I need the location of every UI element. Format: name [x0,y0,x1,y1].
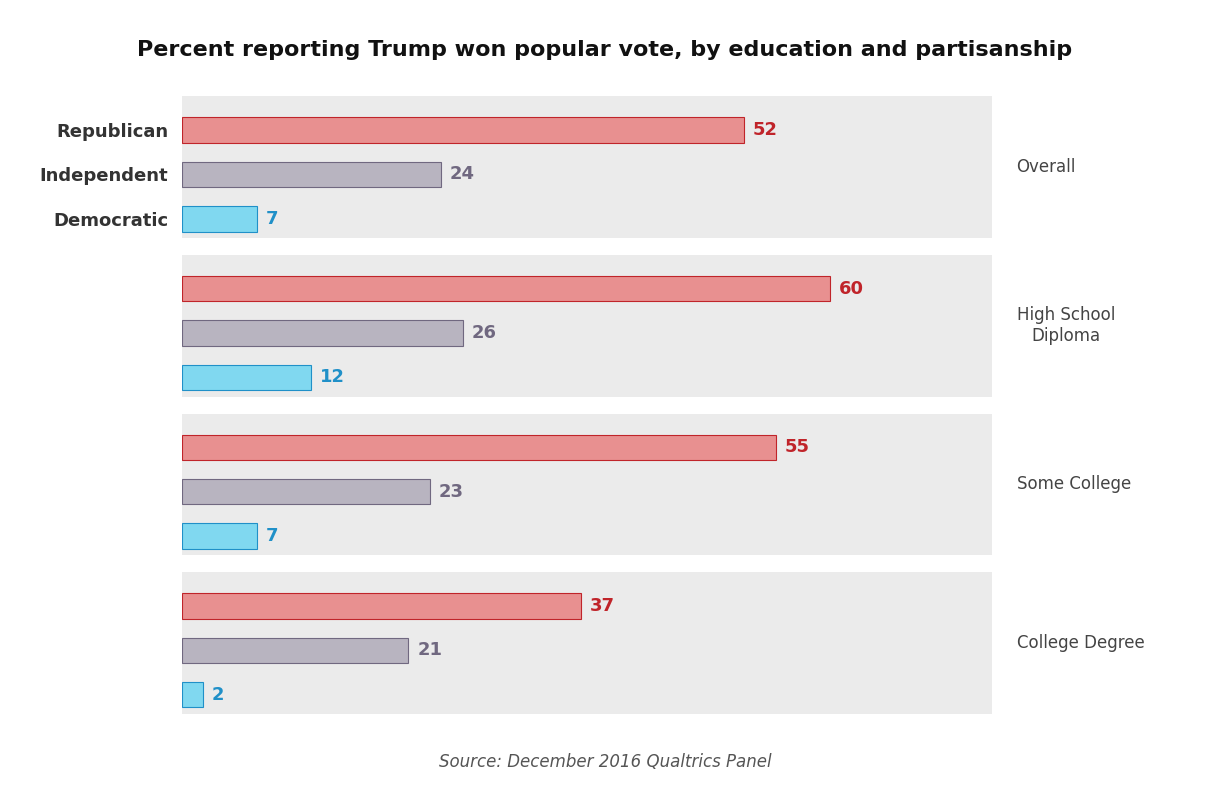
Text: 21: 21 [417,642,442,659]
Bar [182,524,258,549]
Bar [182,682,203,707]
Text: Percent reporting Trump won popular vote, by education and partisanship: Percent reporting Trump won popular vote… [138,40,1072,60]
Text: 24: 24 [450,165,474,184]
Bar [182,276,830,302]
Bar [182,321,462,346]
Text: Some College: Some College [1016,476,1131,493]
Text: High School
Diploma: High School Diploma [1016,306,1114,345]
Text: Overall: Overall [1016,158,1076,176]
Bar [182,117,744,143]
Text: 2: 2 [212,686,224,703]
Text: Source: December 2016 Qualtrics Panel: Source: December 2016 Qualtrics Panel [439,753,771,771]
Bar [182,638,409,663]
Text: 7: 7 [266,527,278,545]
Text: 37: 37 [590,597,615,615]
Text: 52: 52 [753,121,777,139]
Bar [182,593,582,618]
Text: 7: 7 [266,210,278,228]
Text: 23: 23 [439,483,463,500]
Bar [182,162,440,187]
Text: 12: 12 [319,368,345,387]
Text: College Degree: College Degree [1016,634,1145,652]
Text: 26: 26 [471,324,496,342]
Text: 60: 60 [839,280,864,298]
Bar [182,365,311,390]
Bar [182,479,430,504]
Text: 55: 55 [784,439,809,456]
Bar [182,435,776,460]
Bar [182,206,258,232]
